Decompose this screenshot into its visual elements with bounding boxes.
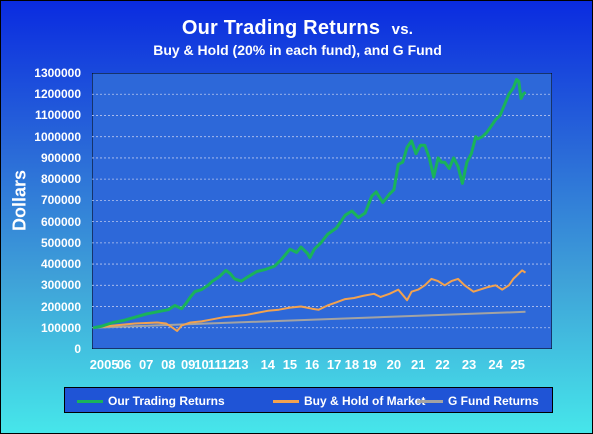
x-tick-label: 14 xyxy=(260,357,276,372)
y-tick-label: 1300000 xyxy=(34,66,81,80)
x-tick-label: 10 xyxy=(194,357,209,372)
x-tick-label: 06 xyxy=(116,357,132,372)
series-line-gfund xyxy=(93,310,526,329)
legend-label-buyhold: Buy & Hold of Market xyxy=(304,394,426,408)
x-tick-label: 2005 xyxy=(89,357,119,372)
series-line-trading xyxy=(92,77,527,330)
y-tick-label: 300000 xyxy=(40,278,81,293)
x-tick-label: 07 xyxy=(138,357,154,372)
x-tick-label: 11 xyxy=(207,357,222,372)
legend-swatch-trading xyxy=(77,399,103,403)
x-tick-label: 20 xyxy=(386,357,402,372)
y-tick-label: 200000 xyxy=(40,299,81,314)
chart-title: Our Trading Returns vs. xyxy=(1,17,593,40)
y-tick-label: 800000 xyxy=(40,172,81,187)
y-tick-label: 700000 xyxy=(40,193,81,208)
x-tick-label: 08 xyxy=(161,357,176,372)
x-tick-label: 25 xyxy=(510,357,525,372)
plot-area xyxy=(92,73,552,349)
title-vs: vs. xyxy=(391,21,414,38)
y-tick-label: 0 xyxy=(74,342,81,356)
title-main: Our Trading Returns xyxy=(181,17,381,39)
legend-label-trading: Our Trading Returns xyxy=(108,394,225,408)
x-tick-label: 23 xyxy=(461,357,477,372)
legend-item-trading: Our Trading Returns xyxy=(77,393,225,409)
series-line-buyhold xyxy=(92,269,527,332)
y-tick-label: 1200000 xyxy=(34,87,81,102)
chart-subtitle: Buy & Hold (20% in each fund), and G Fun… xyxy=(153,42,442,58)
legend-swatch-buyhold xyxy=(273,399,299,403)
x-tick-label: 19 xyxy=(362,357,377,372)
x-tick-label: 09 xyxy=(180,357,196,372)
legend-item-gfund: G Fund Returns xyxy=(417,393,539,409)
x-tick-label: 18 xyxy=(344,357,360,372)
y-tick-label: 1000000 xyxy=(34,129,81,144)
plot-background xyxy=(92,73,552,349)
x-tick-label: 21 xyxy=(410,357,426,372)
y-tick-label: 100000 xyxy=(40,320,81,335)
y-tick-label: 600000 xyxy=(40,214,81,229)
x-tick-label: 15 xyxy=(282,357,298,372)
x-tick-label: 13 xyxy=(234,357,249,372)
y-tick-label: 400000 xyxy=(40,257,81,272)
legend: Our Trading Returns Buy & Hold of Market… xyxy=(64,387,553,413)
y-tick-label: 500000 xyxy=(40,235,81,250)
y-tick-label: 900000 xyxy=(40,150,81,165)
x-tick-label: 16 xyxy=(304,357,320,372)
x-tick-label: 17 xyxy=(326,357,342,372)
x-tick-label: 12 xyxy=(220,357,236,372)
y-tick-label: 1100000 xyxy=(34,108,81,123)
legend-label-gfund: G Fund Returns xyxy=(448,394,539,408)
x-tick-label: 24 xyxy=(488,357,503,372)
legend-swatch-gfund xyxy=(417,399,443,403)
x-tick-label: 22 xyxy=(435,357,450,372)
legend-item-buyhold: Buy & Hold of Market xyxy=(273,393,425,409)
